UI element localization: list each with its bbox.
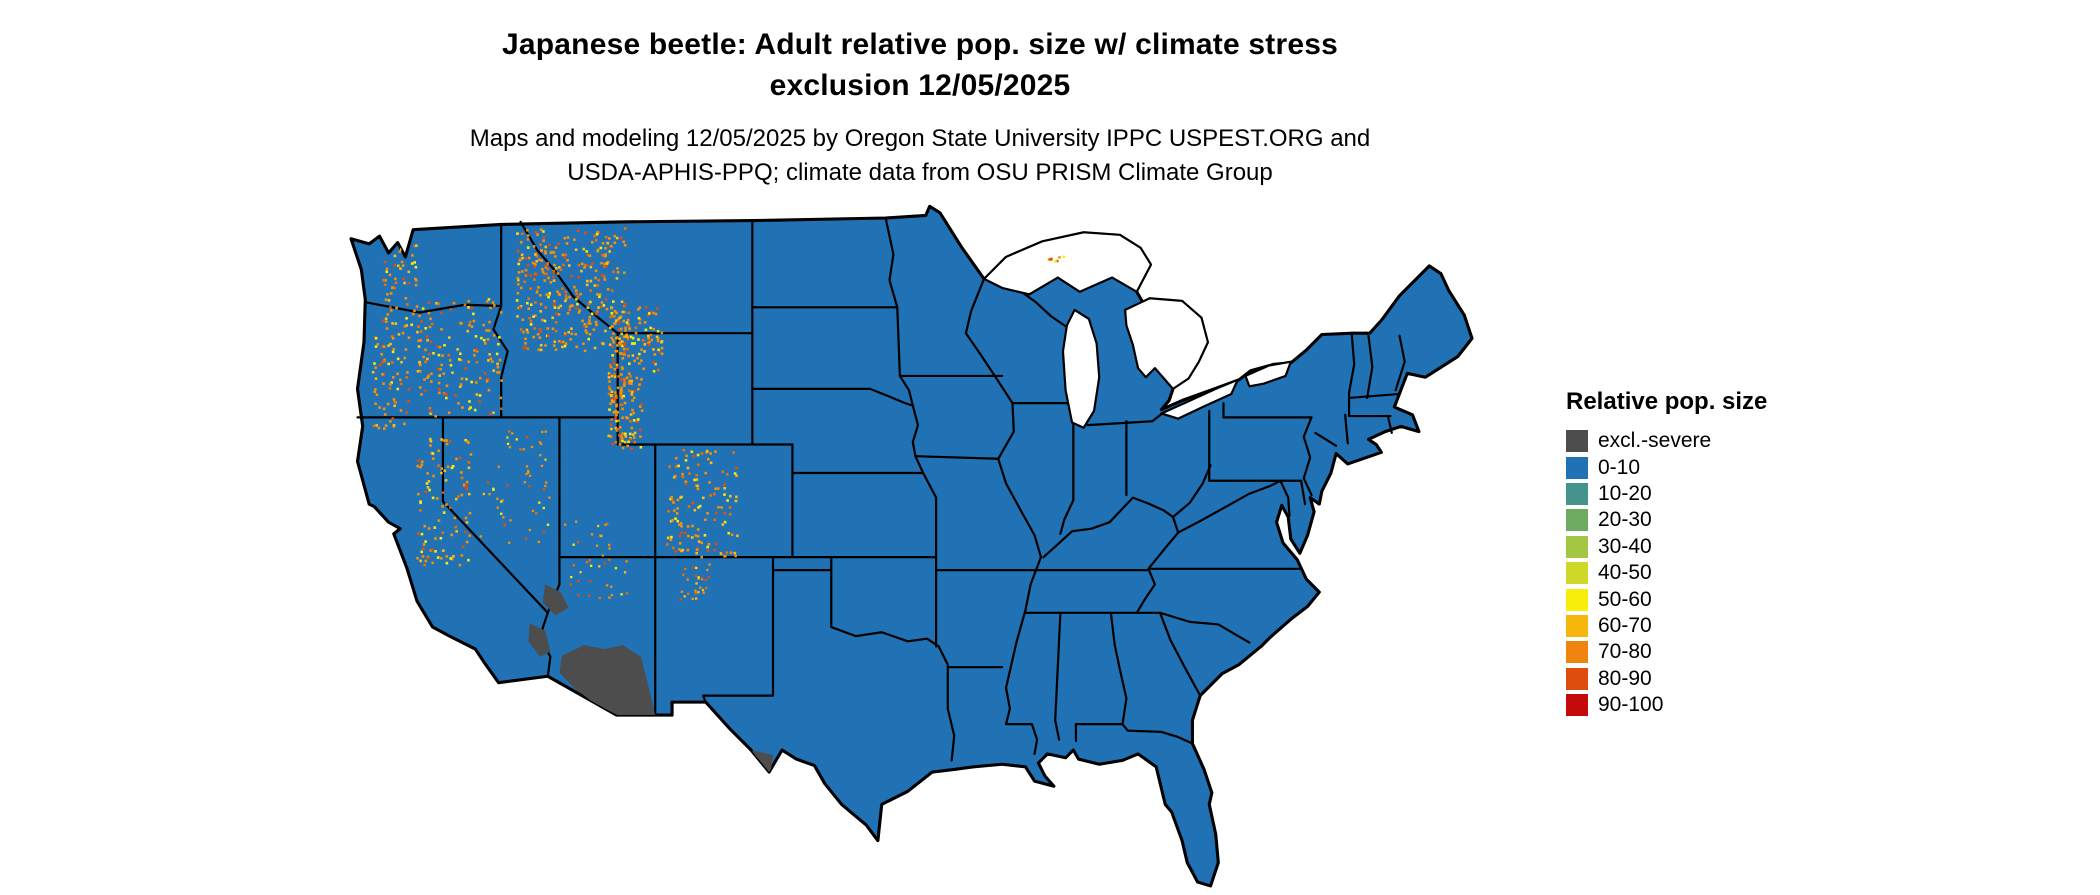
exclusion-zones bbox=[528, 584, 854, 831]
legend-swatch-40-50 bbox=[1566, 562, 1588, 585]
legend-label-40-50: 40-50 bbox=[1598, 561, 1652, 585]
state-borders-plains bbox=[702, 216, 1150, 762]
lake-michigan bbox=[1061, 308, 1101, 429]
legend-swatch-70-80 bbox=[1566, 641, 1588, 664]
state-borders-south bbox=[1024, 479, 1301, 745]
legend-item: 40-50 bbox=[1566, 560, 1767, 586]
legend-swatch-excl-severe bbox=[1566, 430, 1588, 453]
exclusion-southern-nevada bbox=[542, 584, 569, 616]
legend-label-30-40: 30-40 bbox=[1598, 534, 1652, 558]
legend-item: 30-40 bbox=[1566, 534, 1767, 560]
legend-label-20-30: 20-30 bbox=[1598, 508, 1652, 532]
legend-swatch-0-10 bbox=[1566, 456, 1588, 479]
great-lakes bbox=[982, 231, 1292, 429]
lake-huron bbox=[1124, 297, 1210, 390]
legend-label-80-90: 80-90 bbox=[1598, 666, 1652, 690]
legend-label-60-70: 60-70 bbox=[1598, 613, 1652, 637]
legend-label-0-10: 0-10 bbox=[1598, 455, 1641, 479]
us-map bbox=[349, 204, 1474, 888]
map-subtitle-line-1: Maps and modeling 12/05/2025 by Oregon S… bbox=[469, 125, 1371, 152]
legend-item: 50-60 bbox=[1566, 586, 1767, 612]
legend-item: 90-100 bbox=[1566, 692, 1767, 718]
lake-erie bbox=[1160, 378, 1239, 420]
legend-item: 20-30 bbox=[1566, 507, 1767, 533]
map-title-line-1: Japanese beetle: Adult relative pop. siz… bbox=[501, 28, 1338, 61]
legend-item: 10-20 bbox=[1566, 481, 1767, 507]
legend-item: 80-90 bbox=[1566, 666, 1767, 692]
title-block: Japanese beetle: Adult relative pop. siz… bbox=[0, 24, 1840, 190]
legend-item: 60-70 bbox=[1566, 613, 1767, 639]
map-subtitle-line-2: USDA-APHIS-PPQ; climate data from OSU PR… bbox=[567, 159, 1273, 186]
legend-swatch-60-70 bbox=[1566, 614, 1588, 637]
exclusion-se-california bbox=[528, 623, 551, 657]
legend-title: Relative pop. size bbox=[1566, 388, 1768, 415]
exclusion-big-bend-texas bbox=[752, 750, 774, 774]
population-speckles bbox=[371, 227, 1066, 601]
legend-label-70-80: 70-80 bbox=[1598, 640, 1652, 664]
legend-swatch-80-90 bbox=[1566, 667, 1588, 690]
state-borders-northeast bbox=[1208, 332, 1406, 506]
legend-swatch-10-20 bbox=[1566, 482, 1588, 505]
legend-swatch-50-60 bbox=[1566, 588, 1588, 611]
legend-label-10-20: 10-20 bbox=[1598, 481, 1652, 505]
lake-ontario bbox=[1244, 360, 1292, 388]
legend-swatch-20-30 bbox=[1566, 509, 1588, 532]
map-title-line-2: exclusion 12/05/2025 bbox=[769, 69, 1071, 102]
legend-swatch-30-40 bbox=[1566, 535, 1588, 558]
state-borders-midwest bbox=[964, 277, 1212, 756]
exclusion-southern-arizona bbox=[559, 645, 656, 716]
legend-label-excl-severe: excl.-severe bbox=[1598, 429, 1712, 453]
legend-swatch-90-100 bbox=[1566, 694, 1588, 717]
subtitle-block: Maps and modeling 12/05/2025 by Oregon S… bbox=[0, 122, 1840, 190]
legend-item: excl.-severe bbox=[1566, 428, 1767, 454]
legend-item: 70-80 bbox=[1566, 639, 1767, 665]
legend-item: 0-10 bbox=[1566, 454, 1767, 480]
legend: Relative pop. size excl.-severe 0-10 10-… bbox=[1566, 388, 1767, 718]
us-map-container bbox=[296, 196, 1540, 895]
lake-superior bbox=[982, 231, 1153, 296]
legend-label-90-100: 90-100 bbox=[1598, 693, 1664, 717]
legend-label-50-60: 50-60 bbox=[1598, 587, 1652, 611]
